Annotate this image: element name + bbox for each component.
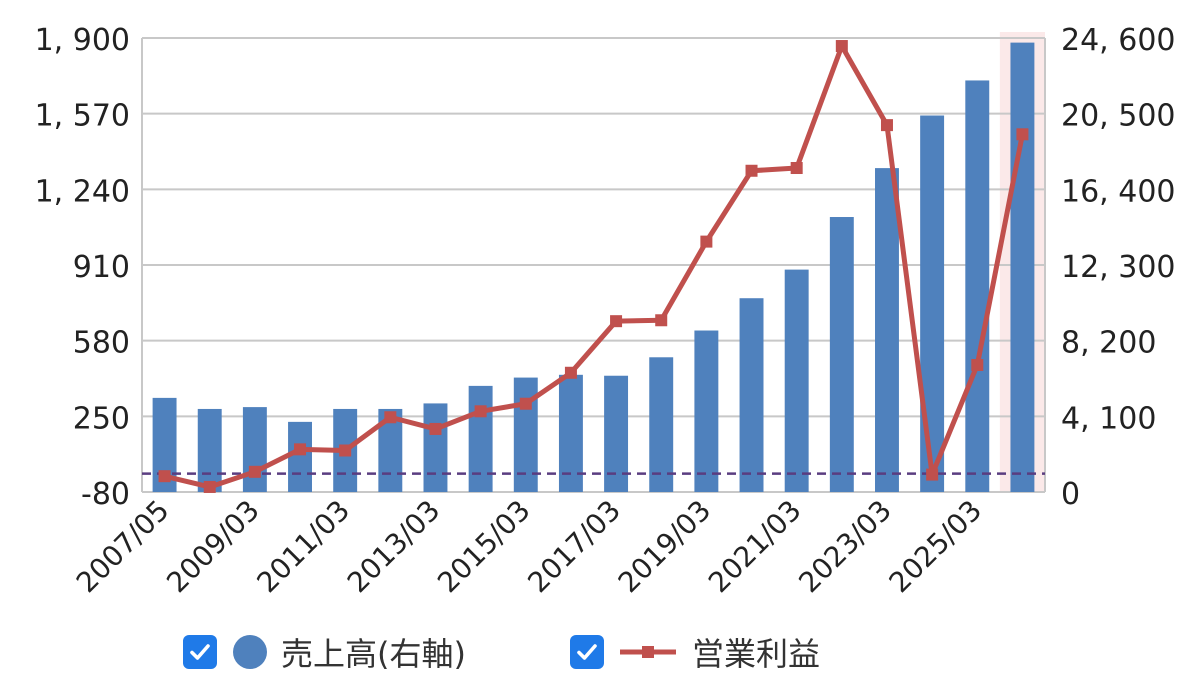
operating-profit-point [519,397,532,410]
sales-bar [649,357,674,492]
x-tick-label: 2013/03 [341,494,447,600]
x-tick-label: 2015/03 [431,494,537,600]
combo-chart: 1, 900 1, 570 1, 240 910 580 250 -80 24, 600 20,… [35,23,1176,600]
right-tick-label: 16, 400 [1061,174,1176,209]
operating-profit-point [790,162,803,175]
operating-profit-point [926,468,939,481]
sales-bar [378,408,403,492]
operating-profit-point [339,444,352,457]
line-square-marker-icon [620,646,676,658]
x-tick-label: 2023/03 [792,494,898,600]
sales-bar [468,385,493,492]
operating-profit-point [1016,128,1029,141]
operating-profit-point [158,470,171,483]
sales-bar [152,397,177,492]
operating-profit-point [971,358,984,371]
sales-bar [875,168,899,493]
operating-profit-point [429,422,442,435]
left-tick-label: 1, 570 [35,99,130,134]
x-tick-label: 2011/03 [251,494,357,600]
operating-profit-point [835,40,848,53]
sales-bar [694,330,719,492]
legend-item-sales[interactable]: 売上高(右軸) [183,632,466,673]
x-tick-label: 2017/03 [521,494,627,600]
legend: 売上高(右軸) 営業利益 [0,622,1200,682]
left-tick-label: 250 [73,401,130,436]
right-tick-label: 8, 200 [1061,326,1156,361]
right-tick-label: 4, 100 [1061,401,1156,436]
operating-profit-point [294,443,307,456]
x-tick-label: 2009/03 [160,494,266,600]
operating-profit-point [248,465,261,478]
left-tick-label: 580 [73,326,130,361]
operating-profit-point [700,235,713,248]
checkmark-icon [577,644,597,660]
right-tick-label: 24, 600 [1061,23,1176,58]
circle-marker-icon [233,635,267,669]
left-tick-label: 1, 240 [35,174,130,209]
x-tick-label: 2019/03 [612,494,718,600]
sales-bar [423,403,448,492]
operating-profit-point [880,119,893,132]
sales-bar [242,407,267,492]
operating-profit-line [163,43,1025,490]
right-tick-label: 12, 300 [1061,250,1176,285]
operating-profit-point [384,411,397,424]
operating-profit-checkbox[interactable] [570,635,604,669]
operating-profit-point [203,480,216,493]
x-tick-label: 2021/03 [702,494,808,600]
left-tick-label: 910 [73,250,130,285]
operating-profit-point [745,164,758,177]
right-tick-label: 0 [1061,477,1080,512]
sales-bar [965,80,990,493]
checkmark-icon [190,644,210,660]
right-tick-label: 20, 500 [1061,99,1176,134]
legend-label-operating-profit: 営業利益 [692,635,821,673]
sales-bar [558,374,583,492]
operating-profit-point [655,314,668,327]
sales-checkbox[interactable] [183,635,217,669]
operating-profit-point [474,405,487,418]
legend-item-operating-profit[interactable]: 営業利益 [570,632,821,673]
operating-profit-point [610,315,623,328]
sales-bar [739,298,764,492]
sales-bar [197,408,222,492]
operating-profit-point [564,366,577,379]
left-tick-label: 1, 900 [35,23,130,58]
sales-bar [1010,42,1035,492]
sales-bar [288,421,312,492]
x-tick-label: 2025/03 [883,494,989,600]
sales-bar [784,269,809,492]
sales-bar [604,375,629,492]
legend-label-sales: 売上高(右軸) [281,635,466,673]
sales-bar [829,217,854,492]
sales-bar [920,115,945,492]
left-tick-label: -80 [81,477,130,512]
